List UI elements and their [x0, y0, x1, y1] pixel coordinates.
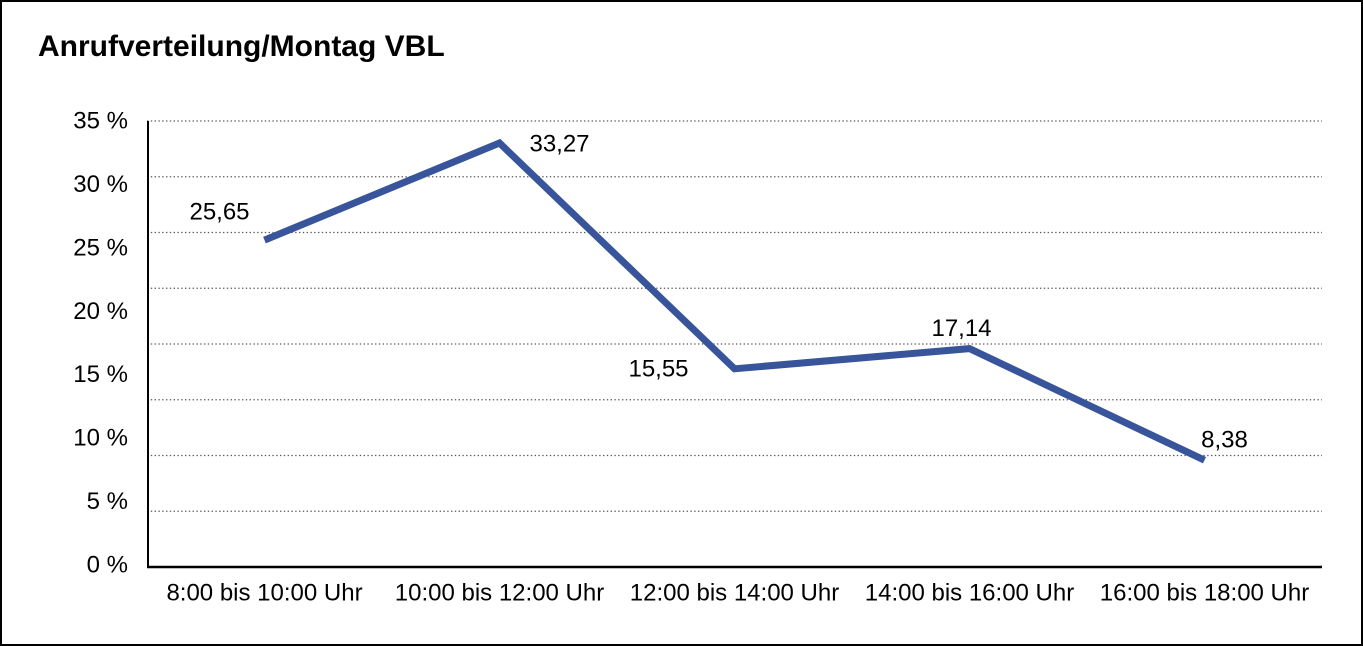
y-axis-label: 5 % — [87, 488, 128, 515]
data-label: 33,27 — [529, 131, 589, 158]
data-label: 15,55 — [628, 355, 688, 382]
x-axis-label: 12:00 bis 14:00 Uhr — [630, 580, 839, 607]
y-axis-label: 35 % — [73, 108, 128, 135]
data-label: 25,65 — [189, 199, 249, 226]
data-label: 8,38 — [1201, 427, 1248, 454]
chart-title: Anrufverteilung/Montag VBL — [38, 30, 445, 63]
y-axis-label: 25 % — [73, 234, 128, 261]
y-axis-label: 30 % — [73, 171, 128, 198]
y-axis-label: 15 % — [73, 361, 128, 388]
x-axis-label: 8:00 bis 10:00 Uhr — [166, 580, 362, 607]
data-line — [263, 138, 1207, 464]
data-label: 17,14 — [931, 315, 991, 342]
y-axis-label: 0 % — [87, 552, 128, 579]
y-axis-label: 10 % — [73, 425, 128, 452]
x-axis-label: 14:00 bis 16:00 Uhr — [865, 580, 1074, 607]
x-axis-label: 10:00 bis 12:00 Uhr — [395, 580, 604, 607]
x-axis-label: 16:00 bis 18:00 Uhr — [1100, 580, 1309, 607]
y-axis-label: 20 % — [73, 298, 128, 325]
